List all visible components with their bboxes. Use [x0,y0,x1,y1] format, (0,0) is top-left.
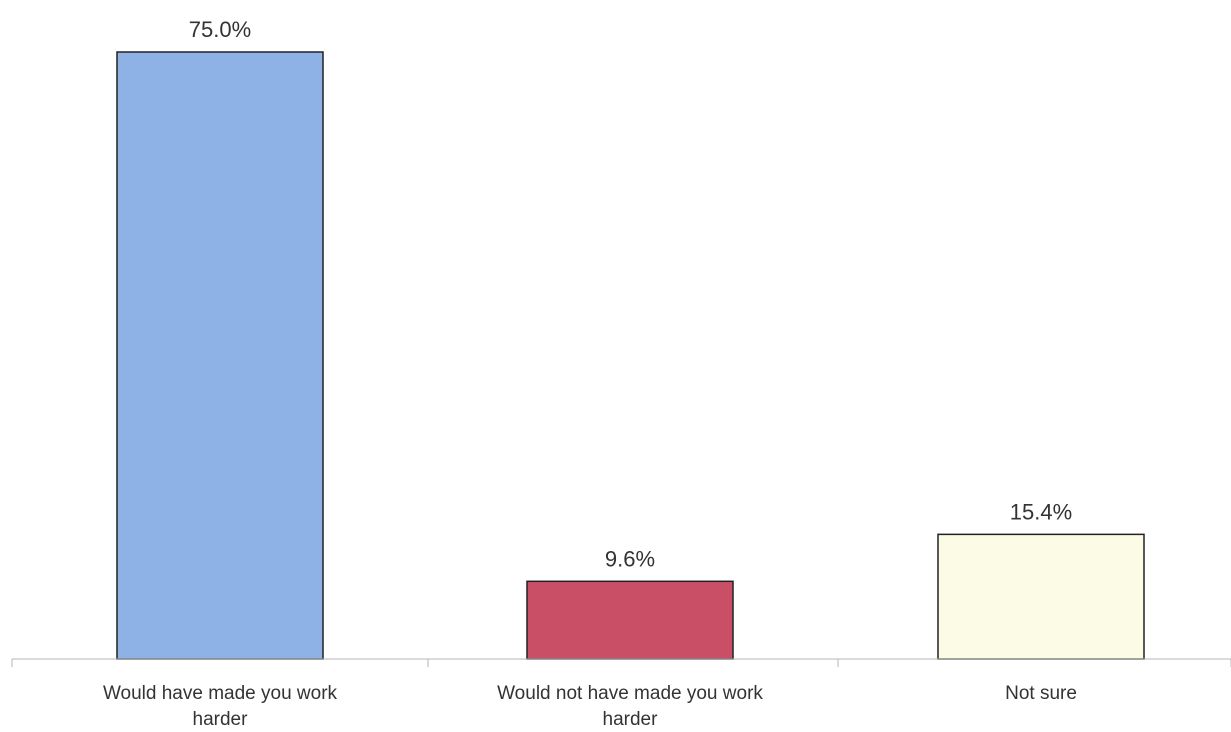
category-label-line: harder [193,709,249,730]
x-axis [11,658,1231,667]
bars-layer [116,51,1145,660]
data-label-1: 75.0% [189,17,251,42]
category-label-1: Would have made you work harder [103,683,338,730]
bar-2 [526,580,734,660]
category-label-line: Would not have made you work [497,683,763,704]
bar-1 [116,51,324,660]
category-label-line: Would have made you work [103,683,338,704]
data-label-2: 9.6% [605,546,655,571]
data-label-3: 15.4% [1010,499,1072,524]
category-label-2: Would not have made you work harder [497,683,763,730]
category-label-3: Not sure [1005,683,1077,704]
category-label-line: Not sure [1005,683,1077,704]
bar-3 [937,533,1145,660]
category-label-line: harder [603,709,659,730]
data-labels: 75.0% 9.6% 15.4% [189,17,1072,571]
